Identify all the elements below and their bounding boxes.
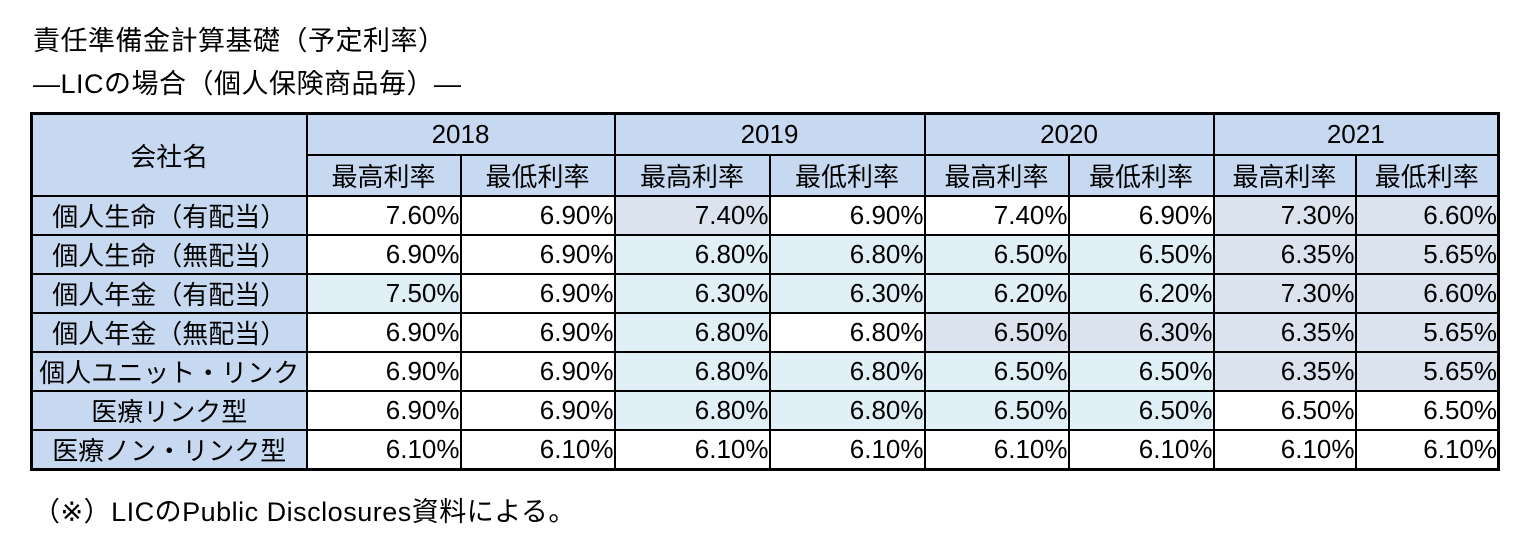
subheader-2019-min-rate: 最低利率 (768, 154, 926, 197)
rate-cell: 6.50% (923, 312, 1070, 353)
page-subtitle: ―LICの場合（個人保険商品毎）― (33, 69, 462, 99)
rate-cell: 5.65% (1354, 312, 1500, 353)
rate-cell: 7.60% (305, 195, 462, 236)
subheader-2018-max-rate: 最高利率 (305, 154, 462, 197)
rate-cell: 6.90% (305, 234, 462, 275)
rate-cell: 7.40% (613, 195, 771, 236)
rate-cell: 6.30% (768, 273, 926, 314)
header-row-years: 会社名 2018 2019 2020 2021 (30, 112, 1500, 197)
rate-cell: 6.80% (768, 312, 926, 353)
rate-cell: 6.35% (1212, 234, 1357, 275)
row-label: 個人年金（無配当） (30, 312, 308, 353)
table-row: 個人生命（無配当） 6.90% 6.90% 6.80% 6.80% 6.50% 6.50% 6… (30, 234, 1500, 275)
table-row: 個人年金（無配当） 6.90% 6.90% 6.80% 6.80% 6.50% 6.30% 6… (30, 312, 1500, 353)
subheader-2019-max-rate: 最高利率 (613, 154, 771, 197)
row-label: 個人ユニット・リンク (30, 351, 308, 392)
subheader-2018-min-rate: 最低利率 (459, 154, 616, 197)
year-header-2020: 2020 (923, 112, 1215, 156)
rate-cell: 6.50% (923, 390, 1070, 431)
rate-cell: 6.80% (768, 351, 926, 392)
assumed-interest-rate-table: 会社名 2018 2019 2020 2021 最高利率 最低利率 最高利率 最低利率 最高利率最… (30, 112, 1500, 471)
rate-cell: 6.50% (1067, 234, 1215, 275)
rate-cell: 6.80% (613, 351, 771, 392)
rate-cell: 6.90% (459, 312, 616, 353)
rate-cell: 6.50% (1212, 390, 1357, 431)
rate-cell: 6.90% (768, 195, 926, 236)
rate-cell: 6.80% (613, 234, 771, 275)
page-title-block: 責任準備金計算基礎（予定利率） ―LICの場合（個人保険商品毎）― (33, 20, 462, 106)
year-header-2021: 2021 (1212, 112, 1500, 156)
row-label: 医療リンク型 (30, 390, 308, 431)
rate-cell: 6.35% (1212, 351, 1357, 392)
rate-cell: 6.90% (459, 273, 616, 314)
rate-cell: 6.90% (305, 390, 462, 431)
rate-cell: 6.10% (1354, 429, 1500, 471)
rate-cell: 6.10% (923, 429, 1070, 471)
rate-cell: 5.65% (1354, 351, 1500, 392)
table-header: 会社名 2018 2019 2020 2021 最高利率 最低利率 最高利率 最低利率 最高利率最… (30, 112, 1500, 197)
rate-cell: 6.90% (459, 195, 616, 236)
rate-cell: 6.30% (613, 273, 771, 314)
rate-cell: 6.90% (459, 351, 616, 392)
rate-cell: 6.35% (1212, 312, 1357, 353)
rate-cell: 6.50% (1354, 390, 1500, 431)
table-row: 個人ユニット・リンク 6.90% 6.90% 6.80% 6.80% 6.50% 6.50%… (30, 351, 1500, 392)
rate-cell: 6.80% (613, 312, 771, 353)
subheader-2020-max-rate: 最高利率 (923, 154, 1070, 197)
row-label: 個人年金（有配当） (30, 273, 308, 314)
rate-cell: 6.80% (613, 390, 771, 431)
table-row: 医療リンク型 6.90% 6.90% 6.80% 6.80% 6.50% 6.50% 6.50… (30, 390, 1500, 431)
row-label: 個人生命（有配当） (30, 195, 308, 236)
rate-cell: 6.20% (1067, 273, 1215, 314)
rate-cell: 6.30% (1067, 312, 1215, 353)
rate-cell: 6.90% (305, 351, 462, 392)
rate-cell: 6.50% (923, 351, 1070, 392)
year-header-2018: 2018 (305, 112, 616, 156)
rate-cell: 7.40% (923, 195, 1070, 236)
rate-cell: 7.30% (1212, 195, 1357, 236)
rate-cell: 6.50% (923, 234, 1070, 275)
rate-cell: 6.60% (1354, 195, 1500, 236)
rate-cell: 6.50% (1067, 390, 1215, 431)
rate-cell: 6.10% (1067, 429, 1215, 471)
table-row: 個人生命（有配当） 7.60% 6.90% 7.40% 6.90% 7.40% 6.90% 7… (30, 195, 1500, 236)
header-row-subheaders: 最高利率 最低利率 最高利率 最低利率 最高利率 最低利率 最高利率 最低利率 (32, 154, 1500, 197)
rate-cell: 6.60% (1354, 273, 1500, 314)
rate-cell: 6.10% (768, 429, 926, 471)
rate-cell: 7.50% (305, 273, 462, 314)
row-label: 医療ノン・リンク型 (30, 429, 308, 471)
year-header-2019: 2019 (613, 112, 926, 156)
row-label: 個人生命（無配当） (30, 234, 308, 275)
rate-cell: 5.65% (1354, 234, 1500, 275)
corner-header-company-name: 会社名 (30, 112, 308, 197)
rate-cell: 6.90% (459, 390, 616, 431)
rate-cell: 6.90% (1067, 195, 1215, 236)
rate-cell: 6.10% (1212, 429, 1357, 471)
rate-cell: 6.80% (768, 390, 926, 431)
table-row: 個人年金（有配当） 7.50% 6.90% 6.30% 6.30% 6.20% 6.20% 7… (30, 273, 1500, 314)
table-row: 医療ノン・リンク型 6.10% 6.10% 6.10% 6.10% 6.10% 6.10% 6… (30, 429, 1500, 471)
rate-cell: 6.10% (305, 429, 462, 471)
subheader-2020-min-rate: 最低利率 (1067, 154, 1215, 197)
subheader-2021-max-rate: 最高利率 (1212, 154, 1357, 197)
page-title: 責任準備金計算基礎（予定利率） (33, 26, 446, 56)
rate-cell: 6.20% (923, 273, 1070, 314)
source-footnote: （※）LICのPublic Disclosures資料による。 (33, 497, 576, 527)
rate-cell: 6.90% (305, 312, 462, 353)
rate-cell: 6.90% (459, 234, 616, 275)
subheader-2021-min-rate: 最低利率 (1354, 154, 1500, 197)
rate-cell: 6.80% (768, 234, 926, 275)
rate-cell: 6.10% (613, 429, 771, 471)
table-body: 個人生命（有配当） 7.60% 6.90% 7.40% 6.90% 7.40% 6.90% 7… (30, 195, 1500, 471)
rate-cell: 7.30% (1212, 273, 1357, 314)
rate-cell: 6.50% (1067, 351, 1215, 392)
rate-cell: 6.10% (459, 429, 616, 471)
